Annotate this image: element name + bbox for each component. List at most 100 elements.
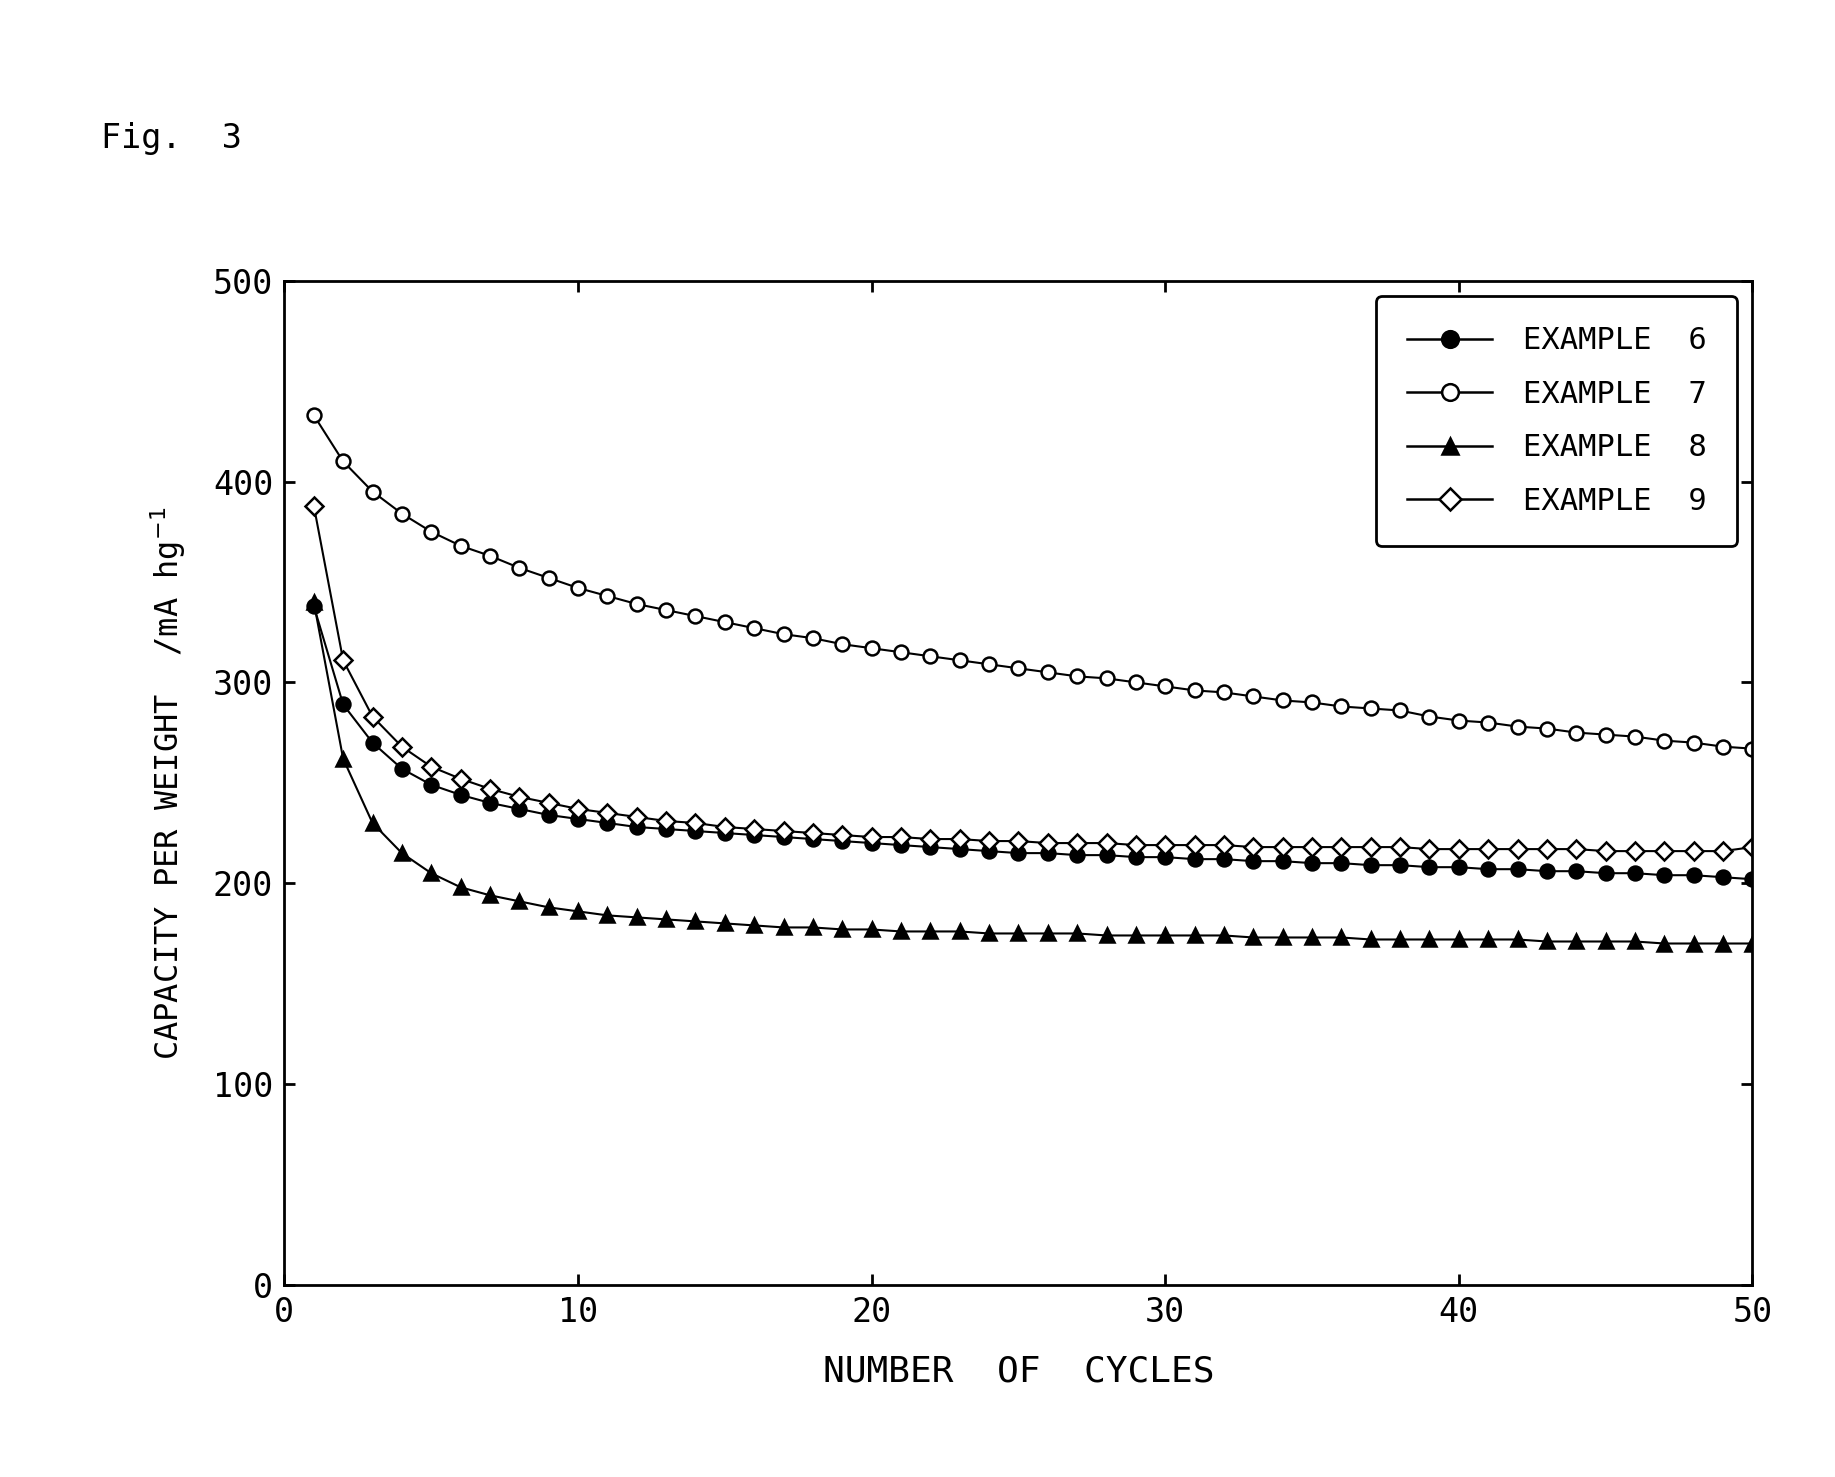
EXAMPLE  7 — [479, 546, 501, 564]
EXAMPLE  9 — [1624, 842, 1646, 860]
EXAMPLE  6 — [1624, 864, 1646, 882]
EXAMPLE  9 — [1184, 836, 1206, 854]
EXAMPLE  8 — [1741, 935, 1763, 953]
EXAMPLE  7 — [450, 538, 472, 555]
EXAMPLE  9 — [1095, 835, 1118, 852]
EXAMPLE  6 — [479, 795, 501, 812]
EXAMPLE  6 — [1007, 845, 1029, 863]
EXAMPLE  7 — [1595, 725, 1617, 743]
EXAMPLE  7 — [831, 635, 853, 653]
EXAMPLE  7 — [1741, 740, 1763, 758]
EXAMPLE  9 — [1418, 840, 1440, 858]
EXAMPLE  7 — [391, 505, 413, 523]
EXAMPLE  6 — [1125, 848, 1147, 866]
EXAMPLE  7 — [567, 579, 589, 597]
EXAMPLE  8 — [391, 845, 413, 863]
EXAMPLE  6 — [361, 734, 384, 752]
EXAMPLE  7 — [420, 523, 442, 541]
EXAMPLE  8 — [1536, 932, 1558, 950]
EXAMPLE  8 — [1595, 932, 1617, 950]
EXAMPLE  7 — [949, 651, 971, 669]
EXAMPLE  9 — [450, 770, 472, 787]
EXAMPLE  7 — [1360, 700, 1382, 718]
EXAMPLE  6 — [1595, 864, 1617, 882]
EXAMPLE  6 — [978, 842, 1000, 860]
EXAMPLE  9 — [479, 780, 501, 798]
EXAMPLE  6 — [1712, 868, 1734, 886]
EXAMPLE  9 — [1213, 836, 1235, 854]
EXAMPLE  8 — [743, 917, 765, 935]
EXAMPLE  9 — [1712, 842, 1734, 860]
EXAMPLE  9 — [1536, 840, 1558, 858]
EXAMPLE  7 — [1653, 731, 1675, 749]
EXAMPLE  8 — [1007, 925, 1029, 942]
EXAMPLE  9 — [1507, 840, 1529, 858]
EXAMPLE  6 — [1741, 870, 1763, 888]
EXAMPLE  9 — [919, 830, 941, 848]
EXAMPLE  6 — [1507, 860, 1529, 877]
EXAMPLE  8 — [1389, 931, 1411, 948]
EXAMPLE  8 — [508, 892, 530, 910]
EXAMPLE  6 — [1477, 860, 1499, 877]
EXAMPLE  8 — [303, 594, 325, 611]
EXAMPLE  9 — [596, 803, 618, 821]
EXAMPLE  6 — [684, 823, 706, 840]
EXAMPLE  7 — [802, 629, 824, 647]
EXAMPLE  7 — [1272, 691, 1294, 709]
EXAMPLE  6 — [596, 814, 618, 832]
EXAMPLE  9 — [978, 832, 1000, 849]
EXAMPLE  7 — [596, 588, 618, 606]
EXAMPLE  7 — [861, 640, 883, 657]
EXAMPLE  9 — [1037, 835, 1059, 852]
EXAMPLE  9 — [1565, 840, 1587, 858]
EXAMPLE  8 — [1066, 925, 1088, 942]
EXAMPLE  7 — [1037, 663, 1059, 681]
EXAMPLE  9 — [332, 651, 354, 669]
EXAMPLE  8 — [1213, 926, 1235, 944]
EXAMPLE  9 — [420, 758, 442, 775]
EXAMPLE  9 — [303, 496, 325, 514]
EXAMPLE  9 — [1595, 842, 1617, 860]
EXAMPLE  9 — [1272, 839, 1294, 857]
Line: EXAMPLE  8: EXAMPLE 8 — [306, 595, 1760, 951]
EXAMPLE  6 — [1066, 846, 1088, 864]
EXAMPLE  8 — [949, 923, 971, 941]
EXAMPLE  8 — [684, 913, 706, 931]
EXAMPLE  8 — [831, 920, 853, 938]
EXAMPLE  8 — [538, 898, 560, 916]
EXAMPLE  9 — [567, 801, 589, 818]
EXAMPLE  9 — [1477, 840, 1499, 858]
EXAMPLE  6 — [1683, 867, 1705, 885]
EXAMPLE  8 — [1184, 926, 1206, 944]
EXAMPLE  6 — [332, 696, 354, 713]
EXAMPLE  6 — [1360, 857, 1382, 874]
EXAMPLE  6 — [1242, 852, 1264, 870]
EXAMPLE  6 — [567, 809, 589, 827]
EXAMPLE  8 — [1624, 932, 1646, 950]
EXAMPLE  7 — [1536, 719, 1558, 737]
EXAMPLE  6 — [1154, 848, 1176, 866]
EXAMPLE  8 — [332, 750, 354, 768]
EXAMPLE  7 — [1418, 707, 1440, 725]
EXAMPLE  7 — [714, 613, 736, 631]
EXAMPLE  6 — [802, 830, 824, 848]
EXAMPLE  9 — [508, 789, 530, 806]
EXAMPLE  9 — [1330, 839, 1352, 857]
EXAMPLE  7 — [1330, 697, 1352, 715]
EXAMPLE  9 — [1448, 840, 1470, 858]
EXAMPLE  7 — [1683, 734, 1705, 752]
EXAMPLE  8 — [1154, 926, 1176, 944]
EXAMPLE  8 — [1360, 931, 1382, 948]
EXAMPLE  6 — [1330, 854, 1352, 871]
EXAMPLE  7 — [1389, 702, 1411, 719]
EXAMPLE  8 — [773, 919, 795, 936]
EXAMPLE  6 — [1272, 852, 1294, 870]
EXAMPLE  7 — [655, 601, 677, 619]
EXAMPLE  6 — [919, 839, 941, 857]
EXAMPLE  7 — [890, 644, 912, 662]
EXAMPLE  9 — [538, 795, 560, 812]
Line: EXAMPLE  7: EXAMPLE 7 — [306, 408, 1760, 756]
EXAMPLE  7 — [978, 656, 1000, 674]
EXAMPLE  6 — [1418, 858, 1440, 876]
EXAMPLE  8 — [1242, 929, 1264, 947]
